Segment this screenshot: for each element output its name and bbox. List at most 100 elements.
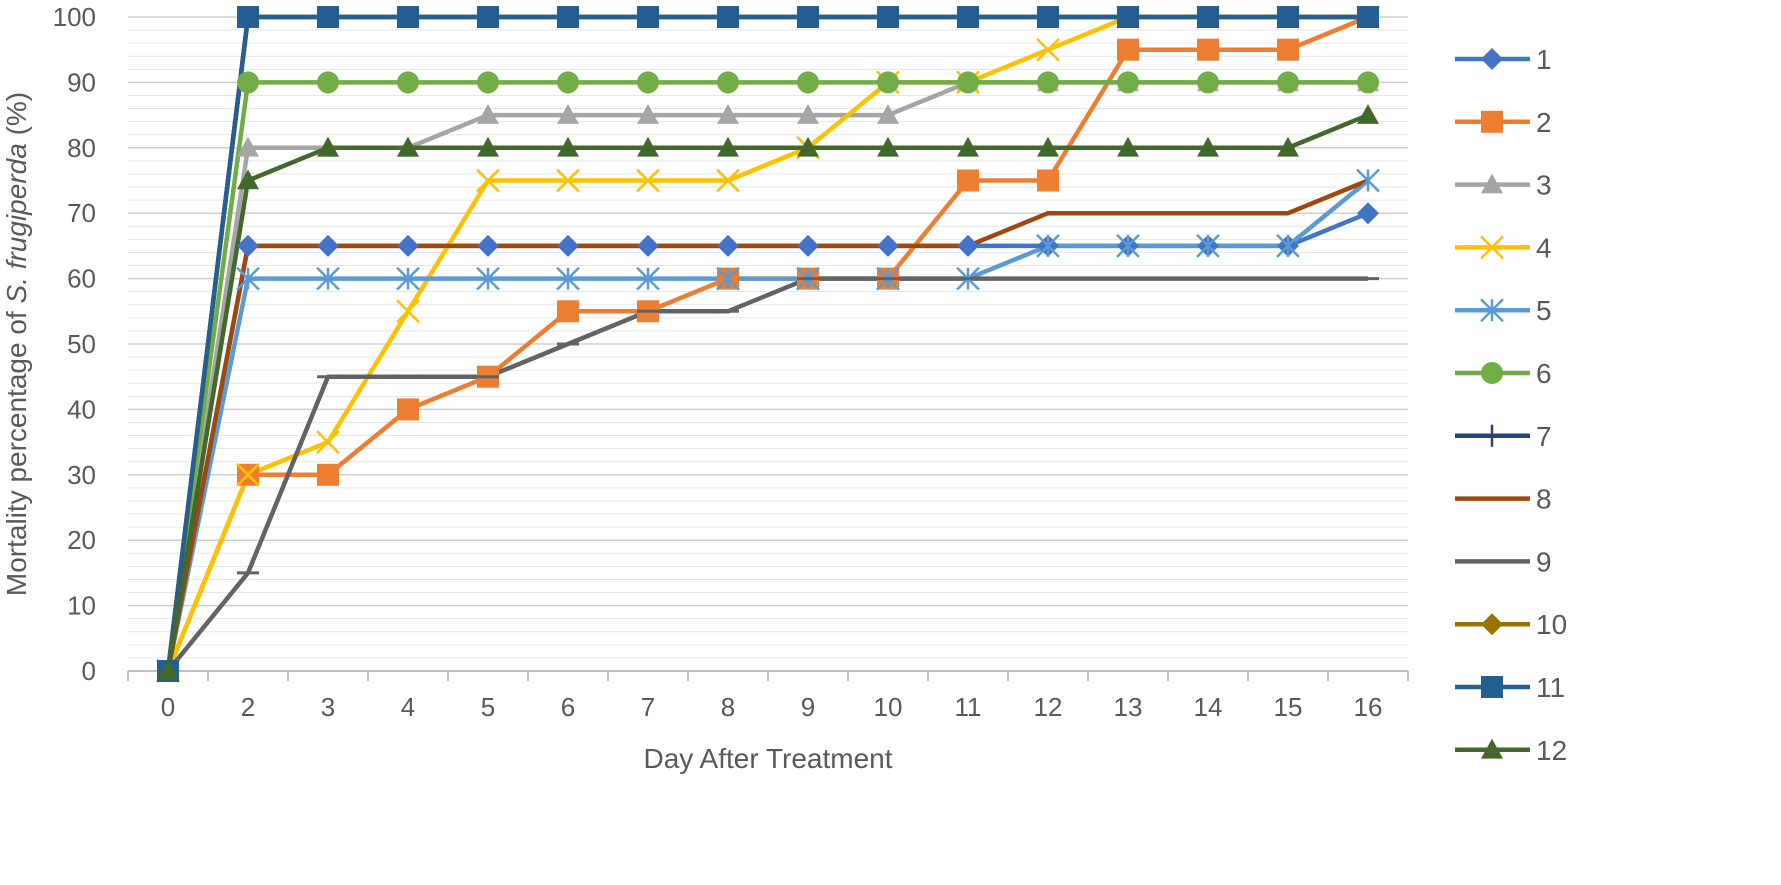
series-markers-1 — [157, 202, 1379, 682]
axes: 0 2 3 4 5 6 7 8 9 10 11 12 13 14 15 16 0 10 20 30 40 50 60 70 80… — [53, 2, 1409, 722]
series-markers-9 — [157, 277, 1379, 673]
legend-item-4: 4 — [1455, 232, 1552, 263]
y-tick-label: 100 — [53, 2, 96, 32]
star-marker — [1116, 234, 1140, 258]
legend-label: 12 — [1536, 735, 1567, 766]
square-marker — [1117, 6, 1139, 28]
triangle-marker — [397, 136, 419, 157]
circle-marker — [237, 71, 259, 94]
triangle-marker — [1117, 136, 1139, 157]
triangle-marker — [797, 136, 819, 157]
y-axis-title-prefix: Mortality percentage of — [1, 304, 32, 597]
diamond-marker — [1481, 613, 1503, 636]
y-tick-label: 20 — [67, 525, 96, 555]
diamond-marker — [637, 234, 659, 257]
triangle-marker — [717, 104, 739, 124]
triangle-marker — [1197, 136, 1219, 157]
x-marker — [636, 168, 660, 193]
triangle-marker — [877, 104, 899, 124]
y-axis-title: Mortality percentage of S. frugiperda (%… — [1, 92, 32, 596]
legend-item-9: 9 — [1455, 546, 1552, 577]
triangle-marker — [717, 136, 739, 157]
triangle-marker — [477, 104, 499, 124]
x-marker — [1480, 235, 1504, 260]
star-marker — [476, 266, 500, 291]
triangle-marker — [957, 136, 979, 157]
series-markers-12 — [157, 104, 1379, 680]
diamond-marker — [557, 234, 579, 257]
triangle-marker — [237, 136, 259, 157]
diamond-marker — [1481, 48, 1503, 70]
x-marker — [1036, 37, 1060, 62]
square-marker — [317, 6, 339, 28]
legend-item-8: 8 — [1455, 484, 1552, 515]
star-marker — [1356, 168, 1380, 193]
triangle-marker — [237, 169, 259, 190]
x-tick-label: 7 — [641, 692, 655, 722]
x-tick-label: 9 — [801, 692, 815, 722]
series-line-9 — [166, 276, 1368, 673]
y-axis-title-suffix: (%) — [1, 92, 32, 143]
circle-marker — [957, 71, 979, 94]
x-marker — [396, 299, 420, 324]
square-marker — [397, 6, 419, 28]
star-marker — [1036, 234, 1060, 258]
star-marker — [716, 266, 740, 291]
y-tick-label: 50 — [67, 329, 96, 359]
circle-marker — [637, 71, 659, 94]
circle-marker — [397, 71, 419, 94]
legend-label: 6 — [1536, 358, 1552, 389]
square-marker — [957, 169, 979, 192]
circle-marker — [317, 71, 339, 94]
square-marker — [877, 6, 899, 28]
square-marker — [1197, 38, 1219, 61]
x-tick-label: 15 — [1274, 692, 1303, 722]
triangle-marker — [797, 104, 819, 124]
circle-marker — [557, 71, 579, 94]
star-marker — [1276, 234, 1300, 258]
circle-marker — [1277, 71, 1299, 94]
x-tick-label: 0 — [161, 692, 175, 722]
triangle-marker — [1277, 136, 1299, 157]
square-marker — [397, 398, 419, 421]
x-axis-title: Day After Treatment — [644, 743, 893, 774]
series-markers-11 — [157, 6, 1379, 682]
y-tick-label: 40 — [67, 394, 96, 424]
series-line-12 — [165, 113, 1369, 672]
circle-marker — [1357, 71, 1379, 94]
triangle-marker — [637, 136, 659, 157]
series-markers — [156, 5, 1380, 683]
legend-label: 11 — [1536, 672, 1565, 703]
x-tick-label: 4 — [401, 692, 415, 722]
x-tick-label: 14 — [1194, 692, 1223, 722]
diamond-marker — [957, 234, 979, 257]
legend-label: 3 — [1536, 170, 1552, 201]
diamond-marker — [717, 234, 739, 257]
square-marker — [1117, 38, 1139, 61]
circle-marker — [1037, 71, 1059, 94]
legend-label: 1 — [1536, 44, 1552, 75]
legend-item-7: 7 — [1455, 421, 1552, 452]
series-lines — [165, 14, 1370, 673]
x-tick-label: 11 — [955, 692, 982, 722]
diamond-marker — [1357, 202, 1379, 225]
square-marker — [317, 463, 339, 486]
series-line-1 — [165, 211, 1369, 672]
triangle-marker — [1037, 136, 1059, 157]
legend-item-1: 1 — [1455, 44, 1552, 75]
triangle-marker — [637, 104, 659, 124]
circle-marker — [477, 71, 499, 94]
diamond-marker — [397, 234, 419, 257]
square-marker — [717, 6, 739, 28]
legend-item-10: 10 — [1455, 609, 1567, 640]
square-marker — [1197, 6, 1219, 28]
diamond-marker — [477, 234, 499, 257]
square-marker — [1277, 6, 1299, 28]
circle-marker — [1117, 71, 1139, 94]
star-marker — [556, 266, 580, 291]
square-marker — [637, 6, 659, 28]
square-marker — [797, 6, 819, 28]
square-marker — [1481, 110, 1503, 133]
x-tick-label: 13 — [1114, 692, 1143, 722]
square-marker — [1037, 169, 1059, 192]
